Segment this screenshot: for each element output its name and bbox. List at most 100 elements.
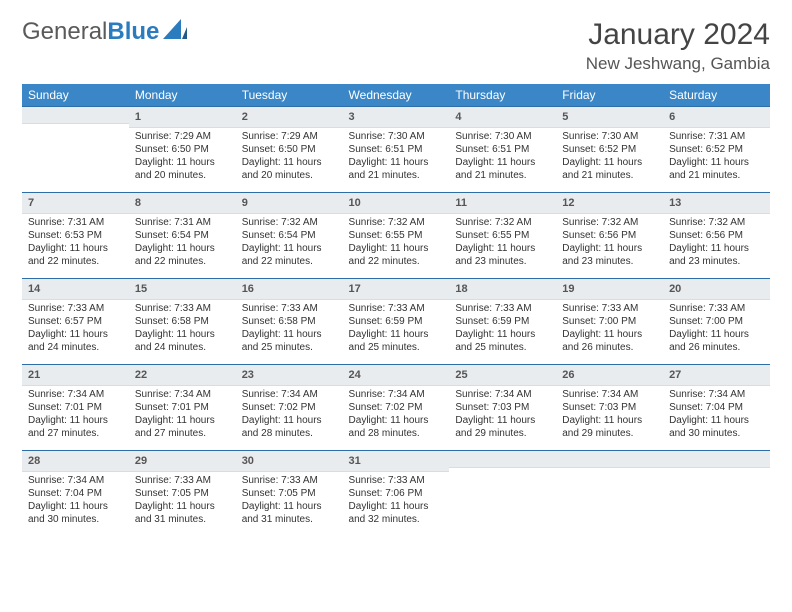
day-number: 21 bbox=[22, 364, 129, 386]
brand-part1: General bbox=[22, 18, 107, 45]
day-number: 11 bbox=[449, 192, 556, 214]
sunrise-text: Sunrise: 7:29 AM bbox=[242, 130, 337, 143]
calendar-day-cell: 22Sunrise: 7:34 AMSunset: 7:01 PMDayligh… bbox=[129, 364, 236, 450]
sunrise-text: Sunrise: 7:34 AM bbox=[28, 388, 123, 401]
calendar-table: Sunday Monday Tuesday Wednesday Thursday… bbox=[22, 84, 770, 536]
calendar-day-cell: 9Sunrise: 7:32 AMSunset: 6:54 PMDaylight… bbox=[236, 192, 343, 278]
calendar-day-cell: 8Sunrise: 7:31 AMSunset: 6:54 PMDaylight… bbox=[129, 192, 236, 278]
sunrise-text: Sunrise: 7:34 AM bbox=[242, 388, 337, 401]
sunrise-text: Sunrise: 7:30 AM bbox=[562, 130, 657, 143]
daylight-text: Daylight: 11 hours and 26 minutes. bbox=[562, 328, 657, 354]
sunset-text: Sunset: 6:54 PM bbox=[135, 229, 230, 242]
daylight-text: Daylight: 11 hours and 21 minutes. bbox=[562, 156, 657, 182]
day-content: Sunrise: 7:34 AMSunset: 7:01 PMDaylight:… bbox=[22, 386, 129, 446]
sunrise-text: Sunrise: 7:33 AM bbox=[28, 302, 123, 315]
sunset-text: Sunset: 6:58 PM bbox=[242, 315, 337, 328]
calendar-day-cell: 6Sunrise: 7:31 AMSunset: 6:52 PMDaylight… bbox=[663, 106, 770, 192]
weekday-header: Sunday bbox=[22, 84, 129, 106]
sunset-text: Sunset: 7:05 PM bbox=[135, 487, 230, 500]
calendar-day-cell: 21Sunrise: 7:34 AMSunset: 7:01 PMDayligh… bbox=[22, 364, 129, 450]
day-content: Sunrise: 7:32 AMSunset: 6:56 PMDaylight:… bbox=[556, 214, 663, 274]
calendar-day-cell: 2Sunrise: 7:29 AMSunset: 6:50 PMDaylight… bbox=[236, 106, 343, 192]
day-number: 30 bbox=[236, 450, 343, 472]
calendar-day-cell: 25Sunrise: 7:34 AMSunset: 7:03 PMDayligh… bbox=[449, 364, 556, 450]
sunset-text: Sunset: 6:55 PM bbox=[349, 229, 444, 242]
calendar-day-cell: 5Sunrise: 7:30 AMSunset: 6:52 PMDaylight… bbox=[556, 106, 663, 192]
sunset-text: Sunset: 6:55 PM bbox=[455, 229, 550, 242]
sunset-text: Sunset: 6:52 PM bbox=[669, 143, 764, 156]
day-number: 8 bbox=[129, 192, 236, 214]
calendar-day-cell: 17Sunrise: 7:33 AMSunset: 6:59 PMDayligh… bbox=[343, 278, 450, 364]
sunrise-text: Sunrise: 7:34 AM bbox=[135, 388, 230, 401]
calendar-day-cell: 13Sunrise: 7:32 AMSunset: 6:56 PMDayligh… bbox=[663, 192, 770, 278]
daylight-text: Daylight: 11 hours and 22 minutes. bbox=[28, 242, 123, 268]
day-content: Sunrise: 7:33 AMSunset: 6:59 PMDaylight:… bbox=[343, 300, 450, 360]
day-number: 16 bbox=[236, 278, 343, 300]
sunset-text: Sunset: 6:57 PM bbox=[28, 315, 123, 328]
sunrise-text: Sunrise: 7:31 AM bbox=[669, 130, 764, 143]
daylight-text: Daylight: 11 hours and 29 minutes. bbox=[455, 414, 550, 440]
sunrise-text: Sunrise: 7:33 AM bbox=[455, 302, 550, 315]
sunset-text: Sunset: 7:05 PM bbox=[242, 487, 337, 500]
sunrise-text: Sunrise: 7:33 AM bbox=[349, 302, 444, 315]
day-number bbox=[22, 106, 129, 124]
sunrise-text: Sunrise: 7:34 AM bbox=[455, 388, 550, 401]
calendar-day-cell bbox=[449, 450, 556, 536]
sunset-text: Sunset: 6:52 PM bbox=[562, 143, 657, 156]
daylight-text: Daylight: 11 hours and 22 minutes. bbox=[349, 242, 444, 268]
sunset-text: Sunset: 6:50 PM bbox=[135, 143, 230, 156]
month-title: January 2024 bbox=[586, 18, 770, 52]
sunset-text: Sunset: 7:03 PM bbox=[562, 401, 657, 414]
sunrise-text: Sunrise: 7:33 AM bbox=[242, 302, 337, 315]
day-content: Sunrise: 7:29 AMSunset: 6:50 PMDaylight:… bbox=[129, 128, 236, 188]
sunrise-text: Sunrise: 7:30 AM bbox=[455, 130, 550, 143]
day-number: 27 bbox=[663, 364, 770, 386]
daylight-text: Daylight: 11 hours and 30 minutes. bbox=[669, 414, 764, 440]
calendar-day-cell: 11Sunrise: 7:32 AMSunset: 6:55 PMDayligh… bbox=[449, 192, 556, 278]
day-content: Sunrise: 7:33 AMSunset: 6:59 PMDaylight:… bbox=[449, 300, 556, 360]
sunset-text: Sunset: 7:01 PM bbox=[135, 401, 230, 414]
sunrise-text: Sunrise: 7:33 AM bbox=[669, 302, 764, 315]
sunrise-text: Sunrise: 7:31 AM bbox=[135, 216, 230, 229]
calendar-day-cell: 29Sunrise: 7:33 AMSunset: 7:05 PMDayligh… bbox=[129, 450, 236, 536]
calendar-day-cell: 20Sunrise: 7:33 AMSunset: 7:00 PMDayligh… bbox=[663, 278, 770, 364]
day-number: 15 bbox=[129, 278, 236, 300]
day-content: Sunrise: 7:29 AMSunset: 6:50 PMDaylight:… bbox=[236, 128, 343, 188]
sunrise-text: Sunrise: 7:33 AM bbox=[349, 474, 444, 487]
sunrise-text: Sunrise: 7:34 AM bbox=[349, 388, 444, 401]
day-number: 10 bbox=[343, 192, 450, 214]
sunset-text: Sunset: 7:04 PM bbox=[669, 401, 764, 414]
day-content: Sunrise: 7:33 AMSunset: 7:06 PMDaylight:… bbox=[343, 472, 450, 532]
day-content: Sunrise: 7:34 AMSunset: 7:02 PMDaylight:… bbox=[343, 386, 450, 446]
day-number: 5 bbox=[556, 106, 663, 128]
sunrise-text: Sunrise: 7:32 AM bbox=[562, 216, 657, 229]
daylight-text: Daylight: 11 hours and 21 minutes. bbox=[669, 156, 764, 182]
sunrise-text: Sunrise: 7:33 AM bbox=[135, 302, 230, 315]
sunset-text: Sunset: 6:54 PM bbox=[242, 229, 337, 242]
daylight-text: Daylight: 11 hours and 25 minutes. bbox=[242, 328, 337, 354]
sunset-text: Sunset: 6:56 PM bbox=[669, 229, 764, 242]
calendar-week-row: 21Sunrise: 7:34 AMSunset: 7:01 PMDayligh… bbox=[22, 364, 770, 450]
day-number: 2 bbox=[236, 106, 343, 128]
sunrise-text: Sunrise: 7:33 AM bbox=[562, 302, 657, 315]
calendar-week-row: 14Sunrise: 7:33 AMSunset: 6:57 PMDayligh… bbox=[22, 278, 770, 364]
day-number: 31 bbox=[343, 450, 450, 472]
day-number: 20 bbox=[663, 278, 770, 300]
day-content: Sunrise: 7:34 AMSunset: 7:02 PMDaylight:… bbox=[236, 386, 343, 446]
day-content: Sunrise: 7:33 AMSunset: 6:58 PMDaylight:… bbox=[236, 300, 343, 360]
daylight-text: Daylight: 11 hours and 26 minutes. bbox=[669, 328, 764, 354]
calendar-day-cell bbox=[22, 106, 129, 192]
daylight-text: Daylight: 11 hours and 23 minutes. bbox=[562, 242, 657, 268]
daylight-text: Daylight: 11 hours and 24 minutes. bbox=[28, 328, 123, 354]
sunset-text: Sunset: 7:03 PM bbox=[455, 401, 550, 414]
calendar-day-cell bbox=[663, 450, 770, 536]
day-number: 1 bbox=[129, 106, 236, 128]
calendar-day-cell bbox=[556, 450, 663, 536]
sunrise-text: Sunrise: 7:31 AM bbox=[28, 216, 123, 229]
sunset-text: Sunset: 7:00 PM bbox=[562, 315, 657, 328]
day-content: Sunrise: 7:30 AMSunset: 6:52 PMDaylight:… bbox=[556, 128, 663, 188]
sunset-text: Sunset: 6:58 PM bbox=[135, 315, 230, 328]
day-content: Sunrise: 7:32 AMSunset: 6:56 PMDaylight:… bbox=[663, 214, 770, 274]
sunrise-text: Sunrise: 7:32 AM bbox=[349, 216, 444, 229]
title-block: January 2024 New Jeshwang, Gambia bbox=[586, 18, 770, 74]
